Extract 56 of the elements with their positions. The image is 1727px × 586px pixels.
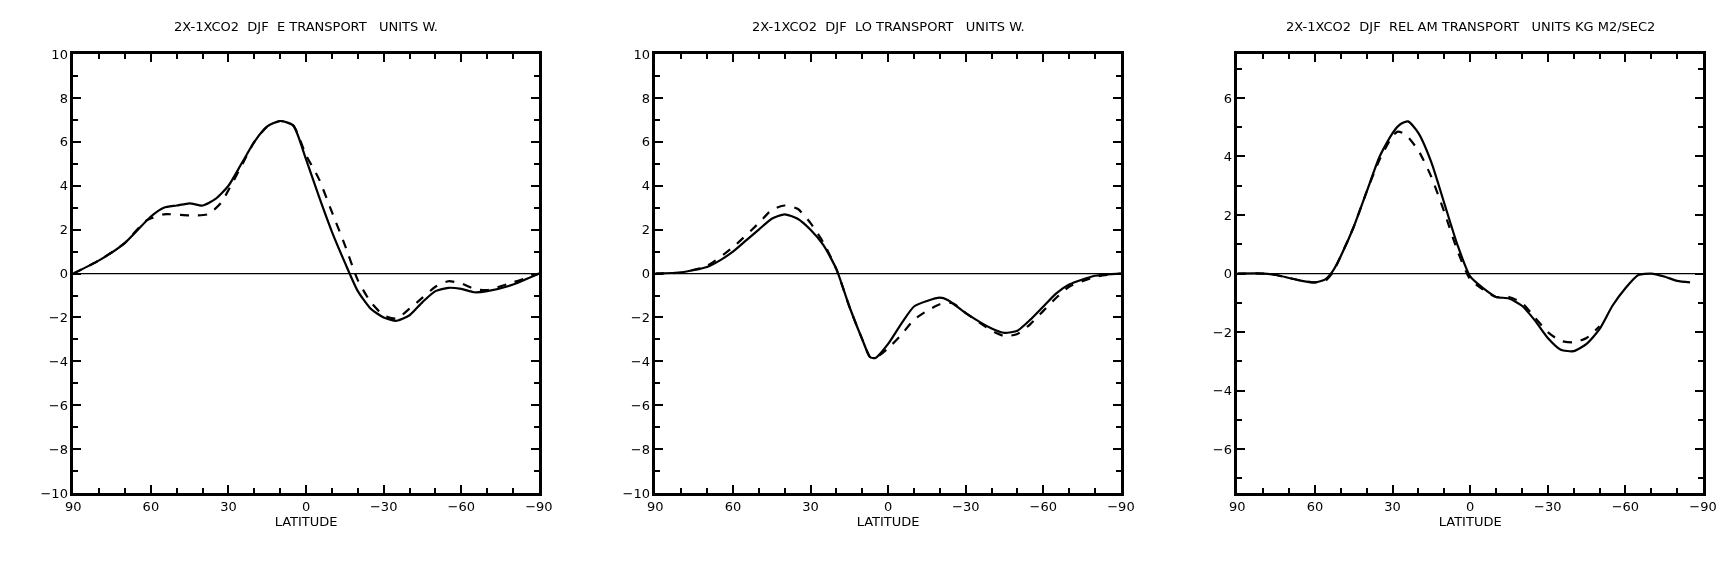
y-tick-label: 4 (641, 178, 650, 194)
y-tick-label: 10 (51, 46, 68, 62)
y-tick-label: −4 (48, 353, 68, 369)
y-tick-label: 0 (59, 266, 68, 282)
y-tick-label: 8 (59, 90, 68, 106)
x-tick-label: 0 (1466, 499, 1475, 515)
x-tick-label: −60 (1029, 499, 1058, 515)
y-tick-label: 6 (1223, 90, 1233, 106)
x-axis-title: LATITUDE (274, 514, 338, 530)
y-tick-label: 2 (641, 222, 650, 238)
y-tick-label: −8 (630, 441, 650, 457)
y-tick-label: −2 (48, 310, 68, 326)
x-tick-label: 60 (142, 499, 160, 515)
chart-title: 2X-1XCO2 DJF REL AM TRANSPORT UNITS KG M2/SEC2 (1286, 19, 1656, 34)
x-tick-label: 30 (802, 499, 819, 515)
x-tick-label: 0 (883, 499, 893, 515)
x-tick-label: 0 (301, 499, 311, 515)
x-axis-title: LATITUDE (1438, 514, 1502, 530)
x-tick-label: 30 (1384, 499, 1401, 515)
y-tick-label: 2 (59, 222, 68, 238)
x-tick-label: 60 (1306, 499, 1324, 515)
y-tick-label: −6 (48, 397, 68, 413)
x-tick-label: −90 (1689, 499, 1717, 515)
y-tick-label: 6 (59, 134, 68, 150)
y-tick-label: −6 (1212, 441, 1233, 457)
y-tick-label: 10 (633, 46, 650, 62)
y-tick-label: 8 (641, 90, 650, 106)
x-tick-label: −60 (1611, 499, 1640, 515)
y-tick-label: −2 (1212, 324, 1233, 340)
y-tick-label: −6 (630, 397, 650, 413)
y-tick-label: 2 (1223, 207, 1233, 223)
x-tick-label: −30 (1534, 499, 1562, 515)
y-tick-label: −4 (630, 353, 650, 369)
y-tick-label: −8 (48, 441, 68, 457)
y-tick-label: 0 (1223, 266, 1233, 282)
y-tick-label: 4 (59, 178, 68, 194)
chart-title: 2X-1XCO2 DJF E TRANSPORT UNITS W. (174, 19, 438, 34)
y-tick-label: −2 (630, 310, 650, 326)
y-tick-label: −10 (40, 485, 68, 501)
chart-title: 2X-1XCO2 DJF LO TRANSPORT UNITS W. (752, 19, 1025, 34)
y-tick-label: 4 (1223, 149, 1233, 165)
x-tick-label: 90 (64, 499, 82, 515)
y-tick-label: 6 (641, 134, 650, 150)
y-tick-label: −4 (1212, 383, 1233, 399)
x-tick-label: 30 (220, 499, 237, 515)
x-tick-label: −90 (1107, 499, 1135, 515)
x-tick-label: −30 (952, 499, 980, 515)
x-tick-label: 90 (1229, 499, 1246, 515)
x-tick-label: −90 (525, 499, 553, 515)
x-tick-label: −60 (447, 499, 476, 515)
y-tick-label: −10 (622, 485, 650, 501)
y-tick-label: 0 (641, 266, 650, 282)
x-tick-label: 60 (724, 499, 742, 515)
x-tick-label: −30 (369, 499, 398, 515)
x-tick-label: 90 (647, 499, 664, 515)
x-axis-title: LATITUDE (856, 514, 920, 530)
